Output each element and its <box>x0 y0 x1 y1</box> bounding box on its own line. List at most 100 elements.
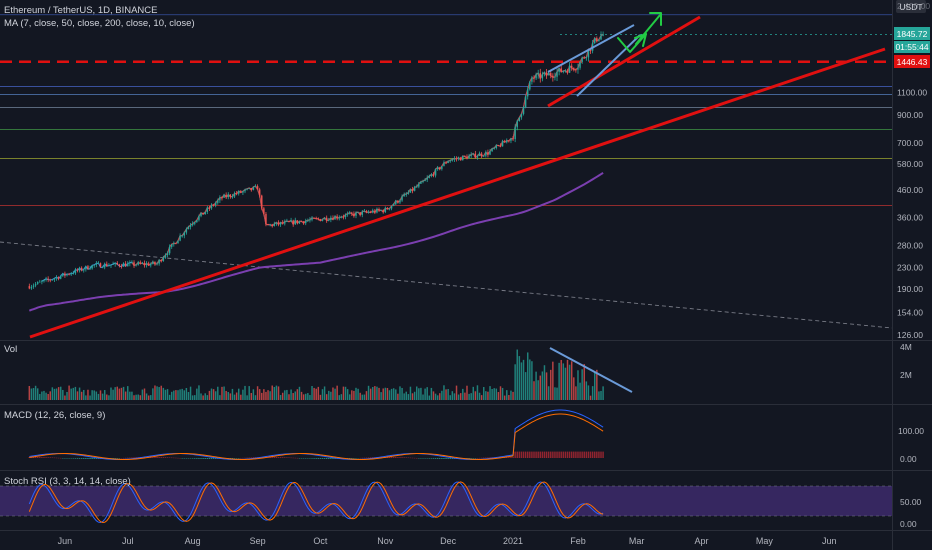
volume-bar <box>106 394 108 400</box>
ma7-line <box>41 33 604 282</box>
annotations <box>29 12 886 393</box>
volume-bar <box>168 394 171 400</box>
candle-body <box>277 222 280 225</box>
volume-bar <box>185 387 188 400</box>
candle-body <box>286 221 288 222</box>
candle-body <box>41 281 43 282</box>
macd-hist-bar <box>204 458 206 459</box>
candle-body <box>185 229 188 233</box>
volume-bar <box>522 359 525 400</box>
macd-hist-bar <box>372 457 374 458</box>
candle-body <box>499 145 502 147</box>
candle-body <box>405 193 407 195</box>
candle-body <box>581 57 583 62</box>
candle-body <box>139 262 142 264</box>
candle-body <box>556 71 558 77</box>
horizontal-levels <box>0 14 892 207</box>
volume-bar <box>351 390 353 400</box>
candle-body <box>101 267 104 269</box>
volume-bar <box>198 385 200 400</box>
candle-body <box>240 191 242 193</box>
candle-body <box>93 264 95 266</box>
macd-hist-bar <box>68 458 70 459</box>
volume-bar <box>34 385 37 400</box>
candle-body <box>348 212 351 214</box>
macd-hist-bar <box>51 457 54 459</box>
volume-bar <box>459 393 462 400</box>
macd-hist-bar <box>80 458 83 459</box>
candle-body <box>579 61 581 68</box>
candle-body <box>261 195 263 209</box>
candle-body <box>45 278 47 280</box>
candle-body <box>173 243 175 245</box>
macd-hist-bar <box>294 457 297 459</box>
macd-hist-bar <box>154 457 156 458</box>
volume-bar <box>223 386 225 400</box>
candle-body <box>70 273 72 275</box>
volume-bar <box>359 392 361 400</box>
candle-body <box>332 218 334 220</box>
price-tick: 900.00 <box>897 110 923 120</box>
macd-hist-bar <box>214 458 217 459</box>
volume-bar <box>78 387 81 400</box>
macd-hist-bar <box>415 457 418 459</box>
volume-bar <box>72 387 75 400</box>
macd-hist-bar <box>568 451 571 458</box>
stoch-label: Stoch RSI (3, 3, 14, 14, close) <box>4 476 131 487</box>
volume-bar <box>520 362 523 400</box>
macd-hist-bar <box>554 451 556 458</box>
macd-hist-bar <box>231 458 234 459</box>
candle-body <box>593 38 596 44</box>
candle-body <box>535 74 537 79</box>
volume-bar <box>405 391 407 400</box>
candle-body <box>202 212 204 215</box>
time-label: Jun <box>822 536 837 546</box>
candle-body <box>124 263 127 267</box>
candle-body <box>302 221 305 224</box>
volume-bar <box>273 387 276 400</box>
candle-body <box>386 208 389 210</box>
volume-bar <box>587 385 590 400</box>
macd-hist-bar <box>367 457 370 458</box>
macd-hist-bar <box>166 457 169 458</box>
candle-body <box>168 246 171 254</box>
macd-hist-bar <box>196 458 198 459</box>
candle-body <box>170 244 173 247</box>
volume-bar <box>415 386 418 400</box>
volume-bar <box>476 385 479 400</box>
candle-body <box>374 210 376 213</box>
candle-body <box>403 194 405 197</box>
candle-body <box>30 286 33 289</box>
volume-bar <box>292 393 294 400</box>
volume-bar <box>330 391 332 400</box>
volume-bar <box>560 359 562 400</box>
last-price-badge <box>894 27 930 40</box>
candle-body <box>256 186 259 190</box>
volume-bar <box>196 388 198 400</box>
candle-body <box>476 155 479 158</box>
volume-bar <box>526 352 529 400</box>
volume-bar <box>600 390 602 400</box>
candle-body <box>376 209 378 213</box>
candle-body <box>545 72 548 76</box>
price-axis[interactable]: 1100.00 900.00 700.00 580.00 460.00 360.00 280… <box>897 87 927 340</box>
volume-bar <box>200 393 202 400</box>
volume-bar <box>388 390 391 400</box>
time-axis[interactable]: Jun Jul Aug Sep Oct Nov Dec 2021 Feb Mar Apr May Jun <box>58 536 837 546</box>
macd-hist-bar <box>189 458 192 459</box>
usdt-badge[interactable] <box>896 0 926 13</box>
macd-hist-bar <box>447 458 449 459</box>
candle-body <box>196 220 198 223</box>
volume-bar <box>254 395 257 400</box>
candle-body <box>539 73 542 79</box>
volume-bar <box>420 387 422 400</box>
candle-body <box>489 151 491 155</box>
candle-body <box>198 216 200 221</box>
volume-bar <box>390 388 393 400</box>
volume-bar <box>386 387 389 400</box>
volume-bar <box>244 385 246 400</box>
candle-body <box>68 273 70 275</box>
volume-bar <box>430 387 433 400</box>
macd-hist-bar <box>93 458 95 459</box>
